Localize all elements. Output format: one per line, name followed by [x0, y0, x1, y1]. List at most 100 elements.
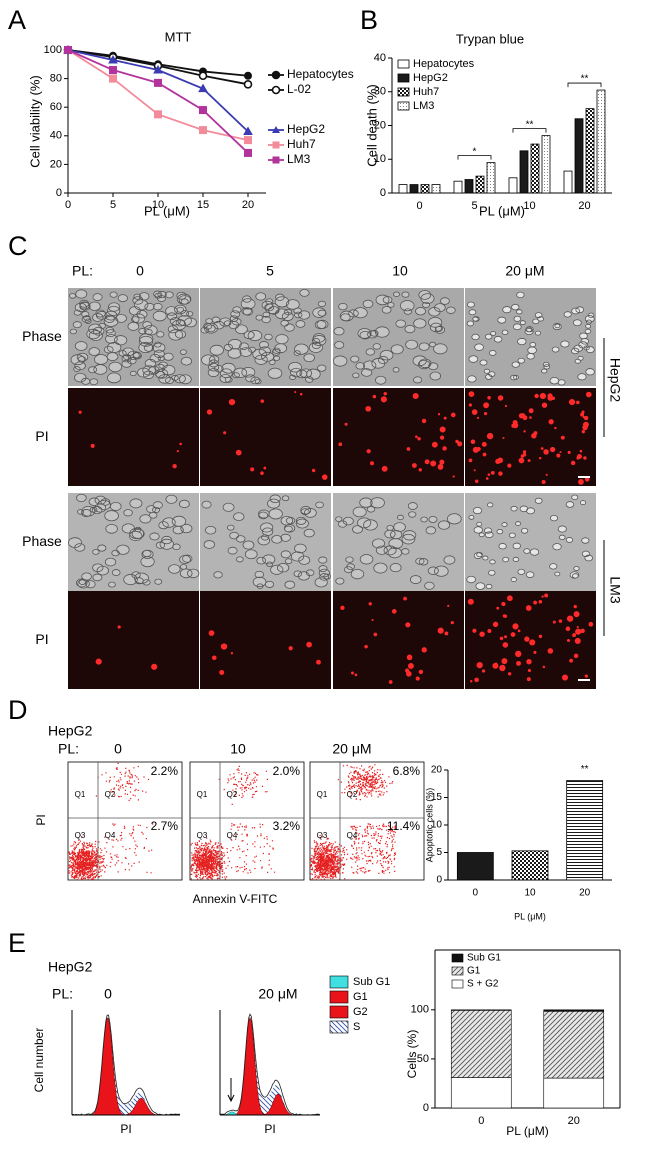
x-tick-label: 5: [471, 200, 477, 212]
y-tick-label: 0: [423, 1102, 429, 1114]
x-axis-label: PI: [264, 1122, 275, 1136]
significance: **: [581, 74, 589, 85]
y-axis-label: Cell number: [32, 1028, 46, 1093]
x-tick-label: 15: [197, 199, 209, 211]
legend-label: HepG2: [413, 72, 448, 84]
y-tick-label: 40: [374, 52, 386, 64]
marker: [110, 75, 117, 82]
legend-label: LM3: [413, 100, 434, 112]
micrograph: [68, 388, 199, 486]
bar: [564, 171, 572, 193]
y-tick-label: 0: [380, 187, 386, 199]
y-axis-label: PI: [34, 814, 48, 825]
phase-s: [220, 1017, 320, 1115]
percent-label: 2.7%: [151, 819, 179, 833]
marker: [200, 107, 207, 114]
y-axis-label: Cells (%): [405, 1030, 419, 1079]
x-tick-label: 20: [568, 1115, 580, 1127]
bar: [454, 181, 462, 193]
cell-line-title: HepG2: [48, 959, 93, 975]
legend-label: Huh7: [413, 86, 439, 98]
y-tick-label: 40: [50, 130, 62, 142]
quadrant-label: Q2: [227, 790, 238, 799]
y-tick-label: 0: [436, 875, 442, 886]
bar: [586, 109, 594, 193]
bar: [575, 119, 583, 193]
y-axis-label: Cell viability (%): [27, 75, 42, 167]
panel-label: B: [360, 5, 378, 35]
marker: [245, 81, 252, 88]
significance: *: [473, 146, 477, 157]
legend-label: G2: [353, 1006, 368, 1018]
percent-label: 11.4%: [387, 819, 420, 833]
percent-label: 2.2%: [151, 764, 179, 778]
legend-label: Huh7: [287, 137, 316, 151]
y-tick-label: 80: [50, 73, 62, 85]
pl-label: PL:: [72, 263, 93, 279]
histogram-outline: [72, 1015, 180, 1115]
x-tick-label: 20: [242, 199, 254, 211]
y-tick-label: 0: [56, 187, 62, 199]
bar-segment: [451, 1010, 511, 1077]
bar: [399, 185, 407, 193]
legend-label: Hepatocytes: [413, 58, 475, 70]
dose-label: 20 μM: [505, 263, 544, 279]
quadrant-label: Q1: [317, 790, 328, 799]
micrograph: [200, 388, 331, 486]
x-tick-label: 0: [473, 888, 479, 899]
bar: [542, 136, 550, 193]
chart-title: MTT: [165, 29, 192, 44]
marker: [65, 47, 72, 54]
y-tick-label: 100: [44, 44, 62, 56]
x-tick-label: 20: [578, 200, 590, 212]
bar: [410, 185, 418, 193]
x-tick-label: 10: [523, 200, 535, 212]
marker: [155, 111, 162, 118]
legend-marker: [273, 87, 280, 94]
x-axis-label: PL (μM): [514, 911, 546, 921]
micrograph: [333, 388, 464, 486]
quadrant-label: Q3: [317, 831, 328, 840]
legend-swatch: [330, 1021, 348, 1033]
x-tick-label: 10: [152, 199, 164, 211]
dose-label: 20 μM: [258, 986, 297, 1002]
marker: [200, 127, 207, 134]
row-label: PI: [35, 631, 48, 647]
quadrant-label: Q1: [197, 790, 208, 799]
panel-label: A: [8, 5, 26, 35]
y-axis-label: Cell death (%): [364, 84, 379, 166]
chart-title: Trypan blue: [456, 31, 524, 46]
dose-label: 0: [136, 263, 144, 279]
legend-label: Sub G1: [353, 976, 390, 988]
bar-segment: [544, 1011, 604, 1078]
cell-line-title: HepG2: [48, 723, 93, 739]
bar: [487, 163, 495, 193]
bar: [531, 144, 539, 193]
phase-s: [72, 1018, 180, 1115]
legend-label: LM3: [287, 152, 311, 166]
x-axis-label: Annexin V-FITC: [193, 892, 278, 906]
legend-label: G1: [353, 991, 368, 1003]
bar: [597, 90, 605, 193]
marker: [245, 149, 252, 156]
percent-label: 3.2%: [273, 819, 301, 833]
pl-label: PL:: [58, 741, 79, 757]
marker: [155, 79, 162, 86]
dose-label: 10: [392, 263, 408, 279]
cell-line-label: LM3: [607, 576, 623, 603]
y-tick-label: 20: [431, 765, 443, 776]
quadrant-label: Q3: [75, 831, 86, 840]
x-tick-label: 0: [416, 200, 422, 212]
quadrant-label: Q3: [197, 831, 208, 840]
percent-label: 6.8%: [393, 764, 421, 778]
legend-label: S + G2: [467, 979, 499, 990]
dose-label: 10: [230, 741, 246, 757]
bar: [520, 151, 528, 193]
x-axis-label: PI: [120, 1122, 131, 1136]
marker: [110, 67, 117, 74]
bar: [567, 780, 603, 880]
legend-swatch: [452, 980, 463, 988]
bar: [432, 185, 440, 193]
legend-swatch: [398, 74, 409, 82]
